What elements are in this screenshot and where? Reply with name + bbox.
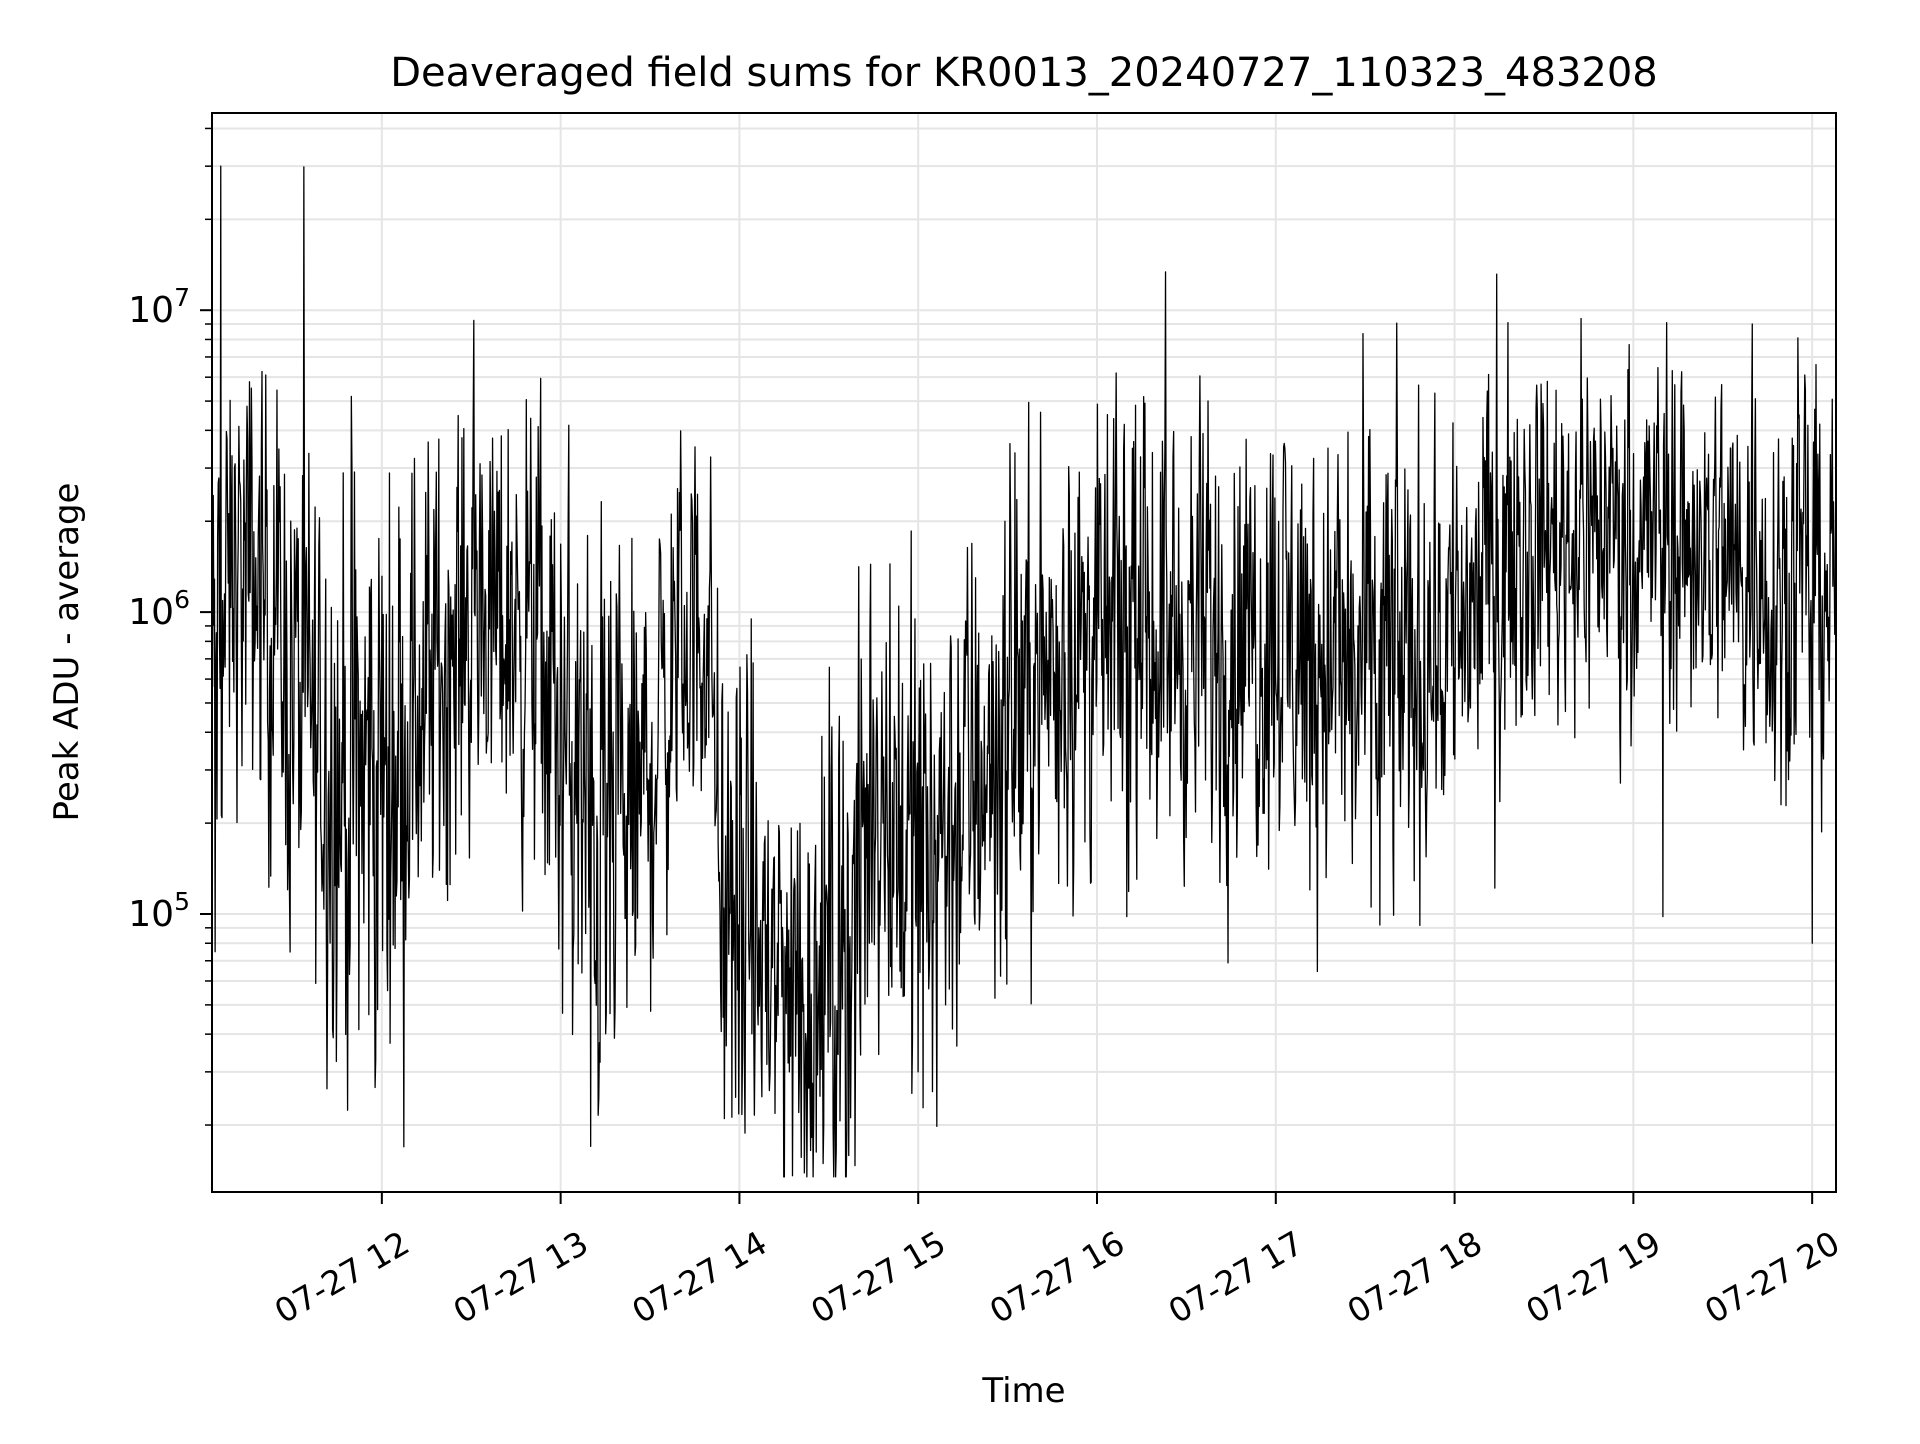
- x-tick-label: 07-27 17: [1162, 1223, 1310, 1331]
- x-tick-label: 07-27 15: [804, 1223, 952, 1331]
- y-tick-label: 105: [128, 887, 190, 935]
- series-layer: [211, 165, 1837, 1178]
- y-tick-label: 107: [128, 283, 190, 331]
- x-tick-label: 07-27 12: [268, 1223, 416, 1331]
- x-axis: 07-27 12 07-27 13 07-27 14 07-27 15 07-27 16…: [268, 1192, 1846, 1331]
- x-tick-label: 07-27 20: [1698, 1223, 1846, 1331]
- x-tick-label: 07-27 19: [1519, 1223, 1667, 1331]
- x-tick-label: 07-27 16: [983, 1223, 1131, 1331]
- x-tick-label: 07-27 13: [447, 1223, 595, 1331]
- plot-frame: [211, 112, 1837, 1193]
- x-axis-label: Time: [981, 1371, 1065, 1411]
- y-axis: 105 106 107: [128, 127, 212, 1126]
- series-line: [211, 165, 1837, 1178]
- y-tick-label: 106: [128, 585, 190, 633]
- y-axis-label: Peak ADU - average: [47, 483, 87, 822]
- chart-title: Deaveraged field sums for KR0013_2024072…: [390, 50, 1658, 96]
- x-tick-label: 07-27 14: [625, 1223, 773, 1331]
- x-tick-label: 07-27 18: [1341, 1223, 1489, 1331]
